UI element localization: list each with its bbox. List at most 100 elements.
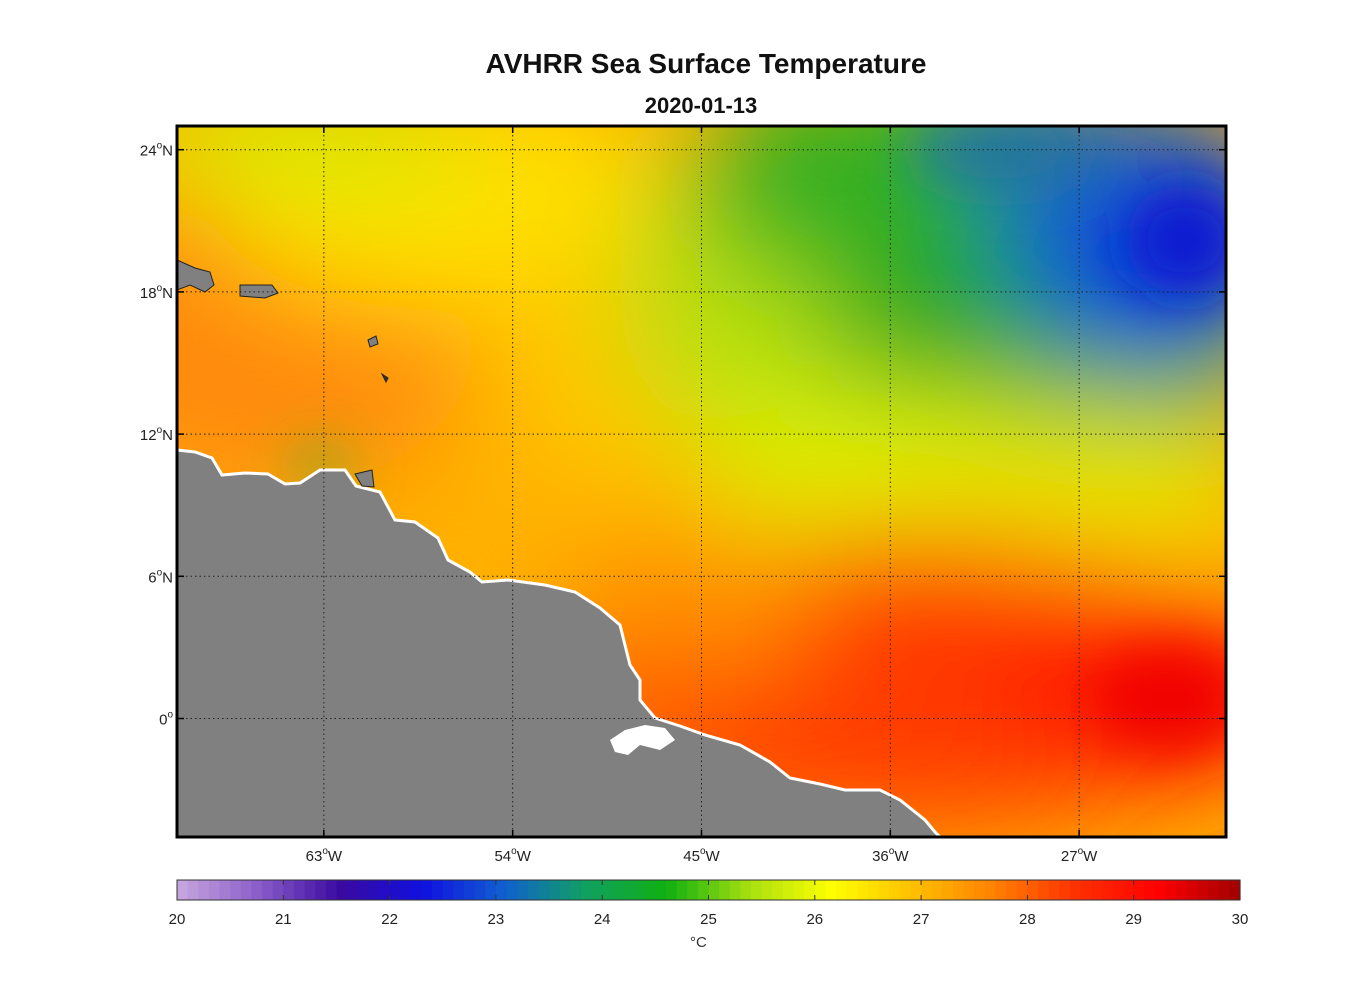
colorbar-cell — [315, 880, 327, 900]
colorbar-cell — [453, 880, 465, 900]
colorbar-cell — [208, 880, 221, 900]
colorbar-cell — [1091, 880, 1103, 900]
colorbar-cell — [442, 880, 454, 900]
colorbar-cell — [591, 880, 603, 900]
colorbar-cell — [1229, 880, 1241, 900]
colorbar-tick-label-6: 26 — [806, 911, 823, 928]
colorbar-cell — [240, 880, 253, 900]
colorbar-cell — [325, 880, 338, 900]
colorbar-cell — [570, 880, 582, 900]
lon-tick-label-3: 36oW — [872, 846, 909, 865]
colorbar-cell — [942, 880, 954, 900]
chart-subtitle: 2020-01-13 — [644, 93, 758, 118]
colorbar-cell — [283, 880, 295, 900]
lon-tick-label-0: 63oW — [306, 846, 343, 865]
colorbar-cell — [846, 880, 858, 900]
colorbar-cell — [623, 880, 635, 900]
colorbar-cell — [517, 880, 529, 900]
colorbar-tick-label-1: 21 — [275, 911, 292, 928]
colorbar-cell — [899, 880, 912, 900]
colorbar-cell — [485, 880, 497, 900]
lat-tick-label-4: 0o — [159, 710, 173, 729]
colorbar-cell — [1038, 880, 1050, 900]
colorbar-cell — [400, 880, 412, 900]
colorbar-cell — [378, 880, 391, 900]
colorbar-cell — [251, 880, 263, 900]
colorbar-cell — [368, 880, 380, 900]
colorbar-cell — [304, 880, 316, 900]
colorbar-cell — [1133, 880, 1145, 900]
colorbar-cell — [719, 880, 731, 900]
colorbar-tick-label-8: 28 — [1019, 911, 1036, 928]
colorbar-cell — [1006, 880, 1018, 900]
colorbar-cell — [804, 880, 816, 900]
colorbar-cell — [527, 880, 540, 900]
colorbar: 20 21 22 23 24 25 26 27 28 29 30 — [169, 879, 1248, 928]
colorbar-cell — [602, 880, 614, 900]
lesser-antilles-islet-2 — [380, 372, 389, 384]
colorbar-cell — [347, 880, 359, 900]
colorbar-cell — [177, 880, 189, 900]
colorbar-cell — [357, 880, 369, 900]
colorbar-cell — [389, 880, 401, 900]
graticule — [177, 126, 1226, 837]
colorbar-cell — [1197, 880, 1209, 900]
colorbar-cell — [198, 880, 210, 900]
colorbar-cell — [697, 880, 710, 900]
colorbar-cell — [761, 880, 773, 900]
colorbar-tick-label-7: 27 — [913, 911, 930, 928]
colorbar-cell — [825, 880, 837, 900]
colorbar-cell — [1218, 880, 1230, 900]
colorbar-cell — [729, 880, 741, 900]
colorbar-cell — [1080, 880, 1092, 900]
colorbar-cell — [187, 880, 199, 900]
colorbar-cell — [676, 880, 688, 900]
colorbar-cell — [655, 880, 667, 900]
trinidad-island — [354, 469, 375, 488]
colorbar-cell — [410, 880, 423, 900]
lat-tick-label-0: 24oN — [140, 141, 173, 160]
colorbar-cell — [1112, 880, 1124, 900]
colorbar-cell — [910, 880, 922, 900]
colorbar-tick-label-2: 22 — [381, 911, 398, 928]
colorbar-cell — [1186, 880, 1199, 900]
colorbar-cell — [857, 880, 869, 900]
colorbar-cell — [495, 880, 508, 900]
colorbar-cell — [219, 880, 231, 900]
colorbar-cell — [836, 880, 848, 900]
colorbar-cell — [421, 880, 433, 900]
colorbar-cell — [995, 880, 1007, 900]
colorbar-cell — [464, 880, 476, 900]
colorbar-cell — [772, 880, 784, 900]
colorbar-cell — [272, 880, 284, 900]
colorbar-cell — [1048, 880, 1060, 900]
colorbar-cell — [336, 880, 348, 900]
colorbar-cell — [889, 880, 901, 900]
colorbar-cell — [474, 880, 486, 900]
colorbar-cell — [559, 880, 571, 900]
colorbar-cell — [1101, 880, 1114, 900]
south-america-land — [177, 448, 943, 837]
sst-field — [177, 126, 1226, 837]
colorbar-cell — [974, 880, 986, 900]
colorbar-cell — [963, 880, 975, 900]
colorbar-cell — [687, 880, 699, 900]
colorbar-cell — [262, 880, 274, 900]
colorbar-cell — [634, 880, 646, 900]
colorbar-cell — [432, 880, 444, 900]
latitude-tick-labels: 24oN 18oN 12oN 6oN 0o — [140, 141, 174, 729]
colorbar-tick-label-5: 25 — [700, 911, 717, 928]
colorbar-cell — [878, 880, 890, 900]
lon-tick-label-4: 27oW — [1061, 846, 1098, 865]
colorbar-cell — [814, 880, 827, 900]
caribbean-island-large — [177, 259, 215, 293]
colorbar-cell — [1059, 880, 1071, 900]
colorbar-cell — [665, 880, 678, 900]
colorbar-tick-label-4: 24 — [594, 911, 611, 928]
colorbar-cell — [921, 880, 933, 900]
colorbar-cell — [984, 880, 997, 900]
colorbar-cell — [793, 880, 805, 900]
colorbar-cell — [230, 880, 242, 900]
lat-tick-label-1: 18oN — [140, 283, 173, 302]
